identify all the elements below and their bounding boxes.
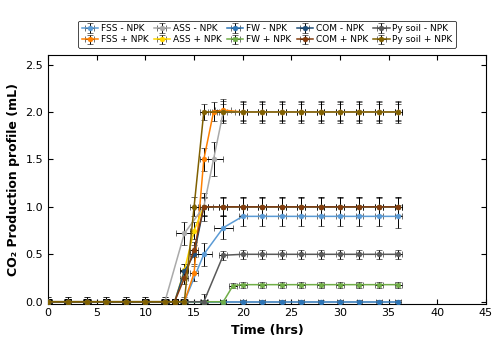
Y-axis label: CO₂ Production profile (mL): CO₂ Production profile (mL) [7,83,20,276]
Legend: FSS - NPK, FSS + NPK, ASS - NPK, ASS + NPK, FW - NPK, FW + NPK, COM - NPK, COM +: FSS - NPK, FSS + NPK, ASS - NPK, ASS + N… [78,21,456,48]
X-axis label: Time (hrs): Time (hrs) [230,324,304,337]
